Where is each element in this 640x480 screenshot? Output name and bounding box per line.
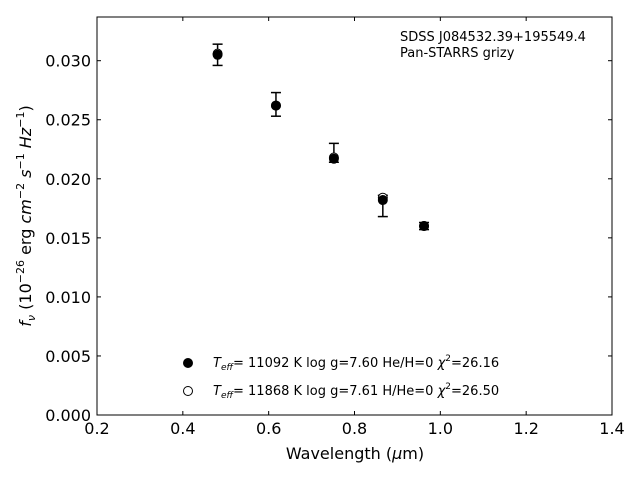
model-point-filled <box>328 153 339 164</box>
annotation-photometry: Pan-STARRS grizy <box>400 46 515 61</box>
y-tick-label: 0.005 <box>45 347 91 366</box>
model-point-filled <box>419 221 430 232</box>
x-tick-label: 0.6 <box>256 419 281 438</box>
legend-marker-open <box>183 386 193 396</box>
legend-label-open: Teff= 11868 K log g=7.61 H/He=0 χ2=26.50 <box>213 382 499 401</box>
x-tick-label: 0.8 <box>342 419 367 438</box>
x-tick-label: 0.4 <box>170 419 195 438</box>
legend-label-filled: Teff= 11092 K log g=7.60 He/H=0 χ2=26.16 <box>213 354 499 373</box>
annotation-object-name: SDSS J084532.39+195549.4 <box>400 30 586 45</box>
y-tick-label: 0.030 <box>45 52 91 71</box>
y-tick-label: 0.015 <box>45 229 91 248</box>
y-tick-label: 0.020 <box>45 170 91 189</box>
y-tick-label: 0.025 <box>45 111 91 130</box>
model-point-filled <box>270 100 281 111</box>
y-tick-label: 0.000 <box>45 406 91 425</box>
model-point-filled <box>212 49 223 60</box>
y-axis-title: fν (10−26 erg cm−2 s−1 Hz−1) <box>14 105 38 326</box>
legend: Teff= 11092 K log g=7.60 He/H=0 χ2=26.16… <box>183 354 499 401</box>
plot-area: 0.2 0.4 0.6 0.8 1.0 1.2 1.4 0.000 0.005 0.010 0.01… <box>45 16 625 438</box>
x-tick-label: 1.0 <box>428 419 453 438</box>
x-axis-title: Wavelength (μm) <box>286 444 424 463</box>
x-tick-label: 1.4 <box>599 419 624 438</box>
model-point-filled <box>377 195 388 206</box>
legend-marker-filled <box>183 358 193 368</box>
y-tick-label: 0.010 <box>45 288 91 307</box>
x-tick-label: 0.2 <box>84 419 109 438</box>
x-tick-label: 1.2 <box>513 419 538 438</box>
